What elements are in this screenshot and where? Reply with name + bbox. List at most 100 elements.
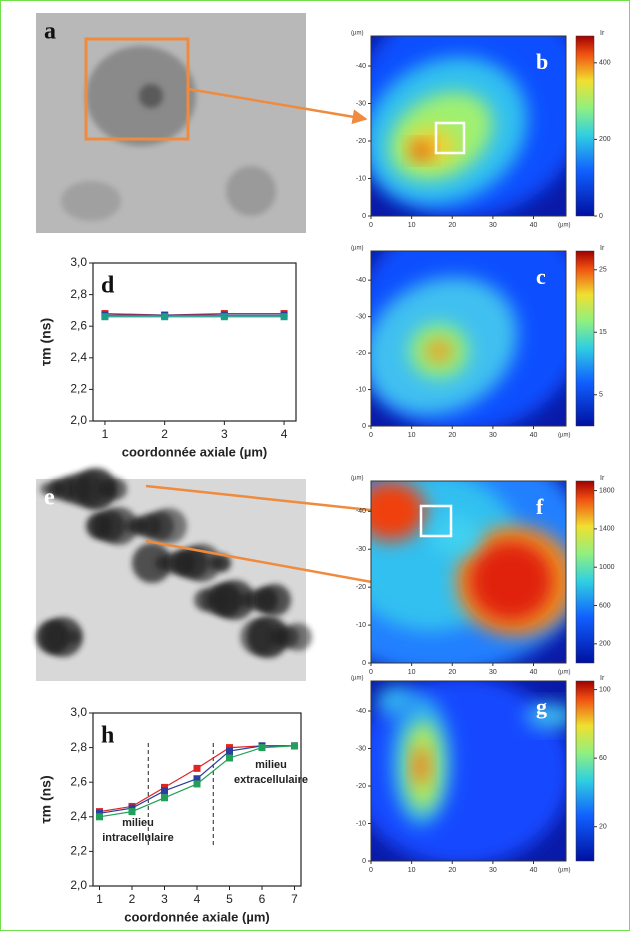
colorbar-label: Ir (600, 30, 605, 37)
colorbar-tick-label: 1800 (599, 487, 615, 494)
y-tick-label: -10 (356, 820, 366, 827)
marker (280, 313, 288, 321)
colorbar-tick-label: 15 (599, 329, 607, 336)
marker (193, 780, 201, 788)
colorbar (575, 250, 595, 427)
y-tick-label: 0 (362, 660, 366, 667)
intensity-region (371, 481, 426, 541)
cell (43, 617, 83, 657)
micrograph (36, 468, 312, 681)
colorbar-tick-label: 400 (599, 60, 611, 67)
x-unit: (µm) (558, 223, 570, 229)
y-unit: (µm) (351, 676, 363, 682)
cell (215, 580, 255, 620)
panel-label: b (536, 49, 548, 74)
marker (161, 313, 169, 321)
micrograph (36, 13, 306, 233)
y-tick-label: -30 (356, 546, 366, 553)
intensity-region (425, 339, 453, 363)
roi (419, 504, 453, 538)
heatmap (371, 681, 566, 861)
y-tick-label: -40 (356, 63, 366, 70)
marker (161, 787, 168, 795)
y-axis-label: τm (ns) (38, 318, 54, 366)
panel-label: c (536, 264, 546, 289)
annotation: milieu (122, 817, 154, 829)
intensity-region (469, 541, 553, 621)
x-tick-label: 10 (408, 432, 416, 439)
cell (284, 623, 312, 651)
panel-label: e (44, 485, 55, 511)
y-tick-label: 2,2 (70, 844, 87, 858)
x-tick-label: 40 (530, 222, 538, 229)
cell (151, 508, 187, 544)
marker (193, 764, 201, 772)
intensity-region (431, 516, 481, 556)
x-tick-label: 5 (226, 892, 233, 906)
annotation: intracellulaire (102, 832, 174, 844)
arrow (187, 87, 368, 125)
x-tick-label: 0 (369, 222, 373, 229)
frame (370, 680, 567, 862)
annotation: milieu (255, 759, 287, 771)
x-tick-label: 40 (530, 867, 538, 874)
plot-frame (92, 262, 297, 422)
panel-label: d (101, 273, 115, 299)
cell (139, 84, 163, 108)
x-unit: (µm) (558, 868, 570, 874)
intensity-region (526, 704, 566, 728)
x-tick-label: 10 (408, 669, 416, 676)
cell (100, 507, 138, 545)
intensity-region (413, 746, 429, 786)
x-tick-label: 20 (448, 867, 456, 874)
x-unit: (µm) (558, 670, 570, 676)
y-tick-label: 0 (362, 213, 366, 220)
marker (193, 775, 201, 783)
x-tick-label: 30 (489, 867, 497, 874)
colorbar-label: Ir (600, 245, 605, 252)
y-unit: (µm) (351, 246, 363, 252)
y-tick-label: -10 (356, 175, 366, 182)
x-axis-label: coordonnée axiale (µm) (122, 444, 267, 459)
colorbar (575, 35, 595, 217)
cell (75, 468, 117, 510)
y-tick-label: 2,8 (70, 740, 87, 754)
frame (370, 480, 567, 664)
y-tick-label: 2,6 (70, 318, 87, 332)
colorbar-label: Ir (600, 475, 605, 482)
marker (96, 813, 103, 821)
y-tick-label: 2,4 (70, 809, 87, 823)
x-tick-label: 3 (161, 892, 168, 906)
marker (128, 808, 136, 816)
x-tick-label: 2 (129, 892, 136, 906)
y-tick-label: 2,2 (70, 382, 87, 396)
x-tick-label: 6 (259, 892, 266, 906)
y-tick-label: 2,4 (70, 350, 87, 364)
cell (247, 616, 289, 658)
colorbar-tick-label: 0 (599, 213, 603, 220)
panel-label: g (536, 694, 547, 719)
cell (105, 478, 127, 500)
y-tick-label: 0 (362, 423, 366, 430)
x-tick-label: 30 (489, 432, 497, 439)
x-tick-label: 30 (489, 222, 497, 229)
y-tick-label: 2,6 (70, 774, 87, 788)
colorbar-tick-label: 60 (599, 755, 607, 762)
x-tick-label: 0 (369, 867, 373, 874)
y-tick-label: -20 (356, 584, 366, 591)
cell (132, 543, 172, 583)
panel-label: a (44, 19, 56, 45)
y-tick-label: 3,0 (70, 255, 87, 269)
y-unit: (µm) (351, 476, 363, 482)
frame (370, 35, 567, 217)
x-tick-label: 0 (369, 432, 373, 439)
colorbar-tick-label: 200 (599, 641, 611, 648)
intensity-region (411, 143, 431, 159)
colorbar (575, 480, 595, 664)
roi (434, 121, 466, 155)
heatmap (371, 481, 566, 663)
heatmap (371, 251, 566, 426)
x-tick-label: 20 (448, 432, 456, 439)
colorbar-tick-label: 25 (599, 267, 607, 274)
